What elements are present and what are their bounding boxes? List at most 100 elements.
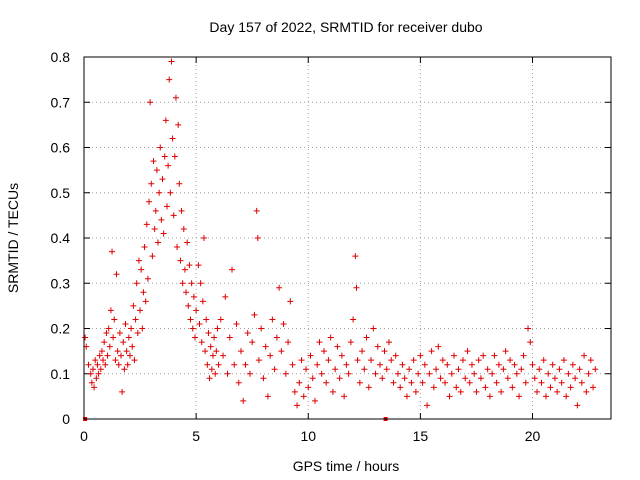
data-point — [149, 253, 156, 260]
data-point — [419, 379, 426, 386]
data-point — [110, 334, 117, 341]
data-point — [451, 352, 458, 359]
data-point — [291, 388, 298, 395]
data-point — [168, 58, 175, 65]
data-point — [206, 375, 213, 382]
grid — [84, 57, 611, 419]
data-point — [325, 357, 332, 364]
plot-frame — [83, 56, 612, 420]
data-point — [583, 388, 590, 395]
data-point — [316, 339, 323, 346]
data-point — [473, 388, 480, 395]
data-point — [480, 352, 487, 359]
data-point — [285, 339, 292, 346]
chart-title: Day 157 of 2022, SRMTID for receiver dub… — [209, 19, 482, 35]
data-point — [134, 330, 141, 337]
data-point — [471, 370, 478, 377]
data-point — [101, 339, 108, 346]
data-point — [363, 334, 370, 341]
data-point — [137, 307, 144, 314]
data-point — [347, 339, 354, 346]
data-point — [133, 280, 140, 287]
y-tick-label: 0.2 — [51, 321, 71, 337]
data-point — [498, 388, 505, 395]
data-point — [231, 361, 238, 368]
data-point — [147, 99, 154, 106]
y-tick-label: 0.7 — [51, 94, 71, 110]
data-point — [213, 348, 220, 355]
data-point — [329, 388, 336, 395]
data-point — [114, 348, 121, 355]
data-point — [426, 370, 433, 377]
x-axis-label: GPS time / hours — [293, 458, 400, 474]
data-point — [507, 357, 514, 364]
data-point — [156, 189, 163, 196]
x-tick-label: 0 — [80, 428, 88, 444]
data-point — [403, 393, 410, 400]
data-point — [558, 379, 565, 386]
data-point — [437, 375, 444, 382]
data-point — [224, 370, 231, 377]
data-point — [89, 366, 96, 373]
data-point — [574, 402, 581, 409]
data-point — [185, 302, 192, 309]
data-point — [338, 352, 345, 359]
data-point — [171, 153, 178, 160]
data-point — [167, 189, 174, 196]
data-point — [581, 352, 588, 359]
data-point — [457, 388, 464, 395]
data-point — [244, 330, 251, 337]
data-point — [522, 379, 529, 386]
data-point — [518, 366, 525, 373]
data-point — [556, 366, 563, 373]
data-point — [554, 388, 561, 395]
data-point — [170, 212, 177, 219]
data-point — [215, 361, 222, 368]
data-point — [343, 361, 350, 368]
data-point — [271, 366, 278, 373]
data-point — [300, 393, 307, 400]
data-point — [444, 361, 451, 368]
data-point — [424, 402, 431, 409]
y-tick-label: 0.6 — [51, 140, 71, 156]
y-tick-label: 0.8 — [51, 49, 71, 65]
data-point — [303, 366, 310, 373]
data-point — [397, 384, 404, 391]
data-point — [502, 348, 509, 355]
data-point — [439, 357, 446, 364]
data-point — [124, 361, 131, 368]
data-point — [529, 361, 536, 368]
data-points — [82, 58, 599, 421]
data-point — [477, 375, 484, 382]
data-point — [511, 361, 518, 368]
data-point — [151, 225, 158, 232]
data-point — [109, 248, 116, 255]
data-point — [442, 379, 449, 386]
data-point — [491, 352, 498, 359]
data-point — [527, 339, 534, 346]
data-point — [169, 135, 176, 142]
data-point — [135, 257, 142, 264]
data-point — [103, 330, 110, 337]
data-point — [222, 293, 229, 300]
data-point — [540, 357, 547, 364]
data-point — [260, 375, 267, 382]
data-point — [106, 343, 113, 350]
data-point — [130, 302, 137, 309]
data-point — [525, 325, 532, 332]
data-point — [585, 370, 592, 377]
data-point — [92, 357, 99, 364]
data-point — [240, 397, 247, 404]
data-point — [199, 298, 206, 305]
data-point — [385, 339, 392, 346]
x-tick-label: 20 — [525, 428, 541, 444]
data-point — [202, 348, 209, 355]
data-point — [415, 370, 422, 377]
data-point — [296, 379, 303, 386]
x-tick-label: 5 — [192, 428, 200, 444]
data-point — [190, 293, 197, 300]
y-tick-label: 0.5 — [51, 185, 71, 201]
data-point — [212, 370, 219, 377]
data-point — [192, 334, 199, 341]
data-point — [203, 316, 210, 323]
